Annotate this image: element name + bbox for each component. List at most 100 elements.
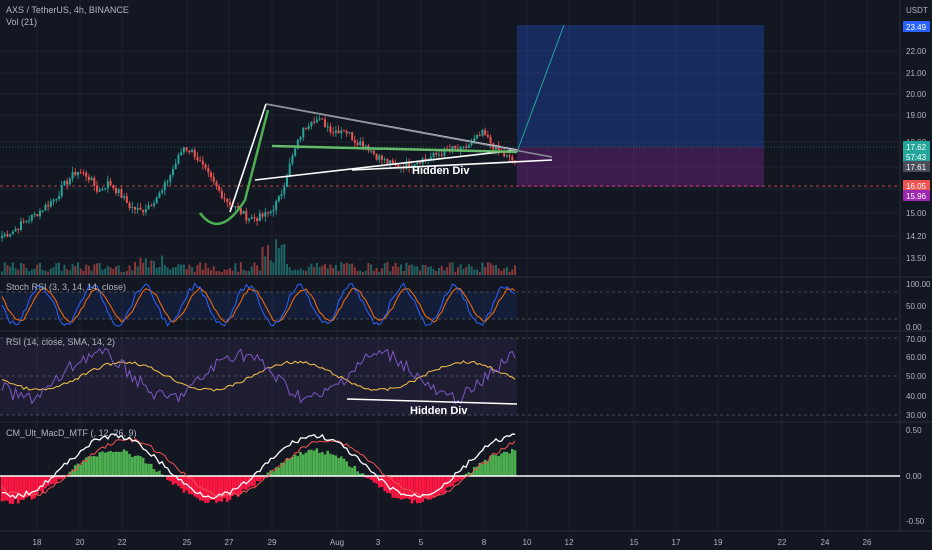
symbol-title[interactable]: AXS / TetherUS, 4h, BINANCE bbox=[6, 5, 129, 15]
volume-bar bbox=[161, 255, 164, 275]
volume-bar bbox=[123, 271, 126, 275]
volume-bar bbox=[28, 271, 31, 275]
volume-bar bbox=[39, 262, 41, 275]
hidden-div-rsi-line[interactable] bbox=[346, 398, 518, 405]
candle-body bbox=[226, 199, 229, 202]
macd-bar bbox=[453, 476, 457, 483]
volume-bar bbox=[484, 267, 487, 275]
macd-bar bbox=[296, 456, 300, 476]
candle-body bbox=[503, 151, 506, 157]
stoch-label[interactable]: Stoch RSI (3, 3, 14, 14, close) bbox=[6, 282, 126, 292]
volume-bar bbox=[313, 266, 316, 275]
price-tag-label: 17.61 bbox=[906, 163, 927, 172]
volume-bar bbox=[106, 265, 109, 275]
macd-bar bbox=[500, 453, 503, 476]
stoch-k-line bbox=[1, 282, 516, 327]
price-axis[interactable]: USDT 22.0021.0020.0019.0018.0017.0016.00… bbox=[903, 6, 930, 263]
candle-body bbox=[1, 235, 3, 239]
flag-mid-line[interactable] bbox=[271, 144, 518, 154]
candle-body bbox=[41, 210, 44, 212]
volume-bar bbox=[427, 266, 430, 275]
candle-body bbox=[332, 132, 335, 134]
time-label: 15 bbox=[630, 538, 639, 547]
volume-bar bbox=[158, 266, 161, 275]
macd-bar bbox=[418, 476, 422, 503]
candle-body bbox=[55, 199, 58, 201]
cup-curve[interactable] bbox=[198, 109, 270, 226]
macd-label[interactable]: CM_Ult_MacD_MTF (, 12, 26, 9) bbox=[6, 428, 137, 438]
macd-bar bbox=[299, 451, 302, 476]
candle-body bbox=[438, 154, 440, 156]
volume-bar bbox=[451, 262, 454, 275]
candle-body bbox=[440, 154, 443, 156]
macd-bar bbox=[356, 471, 359, 476]
volume-bar bbox=[432, 269, 435, 275]
macd-bar bbox=[462, 476, 465, 479]
volume-bar bbox=[318, 267, 321, 275]
macd-bar bbox=[87, 456, 91, 476]
candle-body bbox=[337, 130, 340, 134]
macd-bar bbox=[361, 473, 365, 476]
macd-bar bbox=[212, 476, 216, 500]
macd-bar bbox=[139, 456, 142, 476]
candle-body bbox=[245, 210, 248, 221]
macd-bar bbox=[489, 455, 492, 476]
candle-body bbox=[481, 129, 484, 136]
macd-bar bbox=[255, 476, 259, 482]
volume-bar bbox=[210, 270, 212, 275]
pane-axis-ticks: 100.00 50.00 0.00 70.00 60.00 50.00 40.00 30.00… bbox=[906, 280, 931, 526]
candle-body bbox=[150, 205, 153, 207]
volume-bar bbox=[286, 264, 288, 275]
candle-body bbox=[93, 177, 96, 186]
macd-bar bbox=[125, 451, 129, 476]
volume-bar bbox=[131, 270, 134, 275]
price-tick-label: 21.00 bbox=[906, 69, 927, 78]
macd-bar bbox=[318, 452, 321, 476]
volume-bar bbox=[410, 264, 413, 275]
macd-bar bbox=[383, 476, 387, 492]
target-zone[interactable] bbox=[517, 25, 764, 147]
volume-bar bbox=[128, 265, 131, 275]
stop-zone[interactable] bbox=[517, 147, 764, 187]
candle-body bbox=[334, 130, 337, 133]
macd-bar bbox=[22, 476, 26, 500]
hidden-div-price-line[interactable] bbox=[351, 159, 553, 171]
macd-bar bbox=[33, 476, 36, 499]
candle-body bbox=[14, 228, 17, 232]
rsi-label[interactable]: RSI (14, close, SMA, 14, 2) bbox=[6, 337, 115, 347]
candle-body bbox=[389, 160, 392, 164]
macd-bar bbox=[310, 449, 313, 476]
candle-body bbox=[378, 155, 381, 160]
macd-bar bbox=[380, 476, 384, 488]
pole-line[interactable] bbox=[229, 103, 267, 213]
flag-lower-line[interactable] bbox=[254, 149, 518, 181]
volume-bar bbox=[413, 266, 416, 275]
volume-bar bbox=[348, 264, 351, 275]
macd-bar bbox=[272, 471, 275, 476]
candle-body bbox=[193, 149, 196, 157]
volume-bar bbox=[326, 268, 329, 275]
candle-body bbox=[161, 190, 164, 193]
price-tag-label: 23.49 bbox=[906, 23, 927, 32]
macd-bar bbox=[168, 476, 172, 482]
macd-bar bbox=[304, 452, 308, 476]
macd-tick-label: 0.00 bbox=[906, 472, 922, 481]
time-axis[interactable]: 18 20 22 25 27 29 Aug 3 5 8 10 12 15 17 19 22 24 26 bbox=[33, 538, 872, 547]
macd-bar bbox=[472, 467, 476, 476]
volume-bar bbox=[226, 269, 229, 275]
candle-body bbox=[258, 213, 261, 222]
volume-bar bbox=[465, 267, 468, 275]
rsi-tick-label: 30.00 bbox=[906, 411, 927, 420]
volume-bar bbox=[261, 246, 264, 275]
volume-bar bbox=[489, 262, 492, 275]
macd-bar bbox=[407, 476, 411, 500]
volume-bar bbox=[112, 268, 115, 275]
candle-body bbox=[424, 158, 427, 160]
candle-body bbox=[87, 176, 90, 181]
candle-body bbox=[166, 181, 169, 183]
volume-bar bbox=[324, 264, 326, 275]
volume-label[interactable]: Vol (21) bbox=[6, 17, 37, 27]
macd-bar bbox=[513, 450, 517, 476]
